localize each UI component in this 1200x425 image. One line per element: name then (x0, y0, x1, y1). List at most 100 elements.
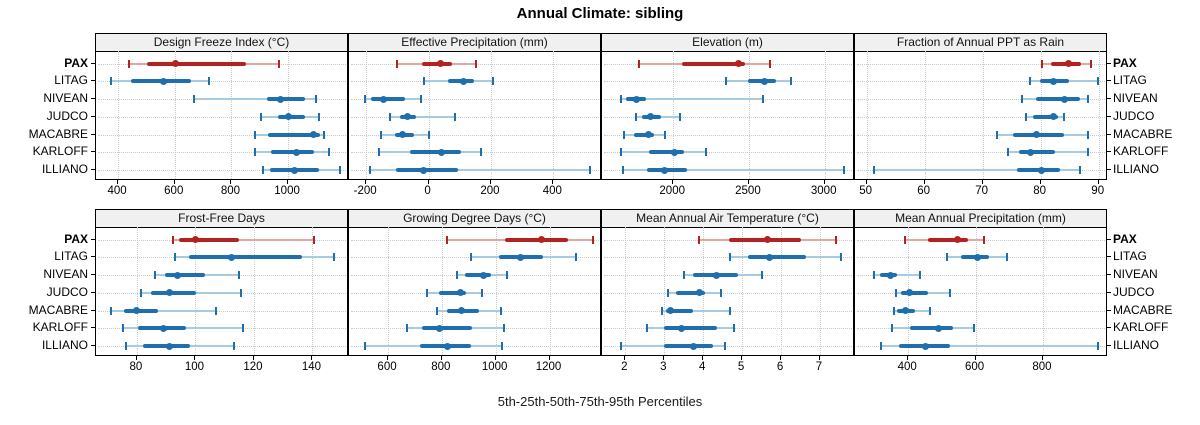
cap-95th (481, 288, 484, 297)
whisker-5th-95th (194, 98, 317, 100)
row-tick-right (1107, 62, 1111, 64)
interquartile-bar-25th-75th (675, 290, 706, 295)
cap-95th (983, 235, 986, 244)
cap-95th (719, 288, 722, 297)
median-dot (644, 131, 652, 138)
interquartile-bar-25th-75th (1019, 150, 1055, 155)
interquartile-bar-25th-75th (1036, 97, 1080, 101)
x-axis-tick-label: 2500 (735, 185, 761, 197)
median-dot (537, 236, 545, 243)
x-axis-tick (117, 180, 119, 184)
cap-5th (446, 235, 449, 244)
gridline-vertical (673, 51, 675, 179)
median-dot (443, 342, 451, 350)
row-tick-left (91, 62, 95, 64)
gridline-vertical (549, 227, 551, 355)
interquartile-bar-25th-75th (464, 273, 491, 277)
gridline-vertical (195, 227, 197, 355)
gridline-vertical (428, 51, 430, 179)
cap-5th (698, 235, 701, 244)
cap-5th (634, 112, 637, 121)
interquartile-bar-25th-75th (410, 150, 462, 155)
median-dot (905, 289, 913, 297)
x-axis-tick-label: 5 (737, 361, 745, 373)
gridline-row (857, 116, 1105, 118)
interquartile-bar-25th-75th (150, 290, 197, 295)
cap-5th (423, 77, 426, 86)
cap-95th (499, 306, 502, 315)
median-dot (1065, 60, 1073, 67)
gridline-vertical (975, 227, 977, 355)
median-dot (436, 324, 444, 332)
x-axis-tick (173, 180, 175, 184)
gridline-row (857, 310, 1105, 312)
x-axis-tick (624, 356, 626, 360)
row-tick-right (1107, 327, 1111, 329)
panel-8: Mean Annual Precipitation (mm) (854, 209, 1107, 356)
cap-95th (1086, 95, 1089, 103)
gridline-vertical (1098, 51, 1100, 179)
site-label-left: LITAG (54, 249, 88, 264)
median-dot (457, 289, 465, 297)
site-label-left: MACABRE (28, 126, 88, 141)
panel-strip: Growing Degree Days (°C) (349, 210, 600, 228)
panel-2: Effective Precipitation (mm) (348, 33, 601, 180)
cap-95th (1063, 112, 1066, 121)
cap-95th (1079, 166, 1082, 174)
site-label-left: PAX (64, 55, 88, 70)
row-tick-left (91, 291, 95, 293)
x-axis-tick-label: 1000 (274, 185, 300, 197)
x-axis-tick (548, 356, 550, 360)
median-dot (735, 60, 743, 67)
cap-5th (456, 271, 459, 279)
gridline-vertical (231, 51, 233, 179)
x-axis-tick-label: 3000 (810, 185, 837, 197)
whisker-5th-95th (369, 169, 590, 171)
cap-5th (396, 59, 399, 68)
cap-5th (140, 288, 143, 297)
whisker-5th-95th (110, 309, 217, 312)
median-dot (437, 148, 445, 156)
cap-95th (729, 306, 732, 315)
median-dot (165, 289, 173, 297)
cap-5th (260, 112, 263, 121)
median-dot (399, 131, 407, 138)
cap-95th (723, 342, 726, 350)
x-axis-tick-label: 80 (129, 361, 143, 373)
whisker-5th-95th (620, 98, 763, 100)
gridline-vertical (824, 51, 826, 179)
median-dot (293, 148, 301, 156)
site-label-right: KARLOFF (1113, 144, 1169, 159)
x-axis-tick (230, 180, 232, 184)
median-dot (689, 342, 697, 350)
panel-6: Growing Degree Days (°C) (348, 209, 601, 356)
site-label-left: JUDCO (46, 108, 88, 123)
cap-95th (338, 166, 341, 174)
gridline-vertical (664, 227, 666, 355)
cap-5th (619, 148, 622, 157)
cap-95th (207, 77, 210, 86)
cap-5th (110, 77, 113, 86)
cap-95th (588, 166, 591, 174)
median-dot (765, 253, 773, 261)
cap-95th (840, 253, 843, 262)
cap-5th (996, 130, 999, 139)
gridline-vertical (490, 51, 492, 179)
site-label-right: NIVEAN (1113, 91, 1158, 105)
interquartile-bar-25th-75th (179, 237, 239, 242)
cap-5th (124, 342, 127, 350)
median-dot (1032, 131, 1040, 138)
cap-5th (894, 288, 897, 297)
cap-5th (903, 235, 906, 244)
cap-5th (873, 271, 876, 279)
x-axis-tick-label: 80 (1033, 185, 1047, 197)
cap-5th (388, 112, 391, 121)
row-tick-left (91, 345, 95, 346)
x-axis-tick-label: 4 (698, 361, 706, 373)
x-axis-tick-label: 1000 (481, 361, 508, 373)
cap-5th (725, 77, 728, 86)
row-tick-right (1107, 80, 1111, 82)
gridline-vertical (495, 227, 497, 355)
x-axis-tick-label: 90 (1091, 185, 1105, 197)
